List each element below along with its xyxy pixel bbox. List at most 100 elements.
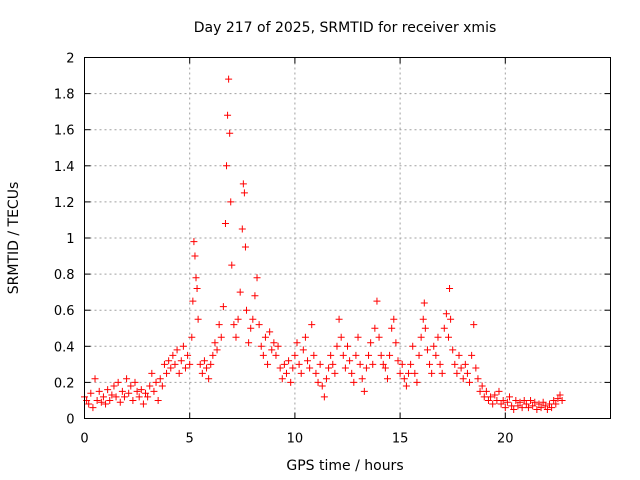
data-point [156, 375, 164, 383]
data-point [270, 339, 278, 347]
data-point [308, 321, 316, 329]
data-point [129, 396, 137, 404]
data-point [554, 395, 562, 403]
data-point [193, 285, 201, 293]
data-point [457, 364, 465, 372]
data-point [139, 400, 147, 408]
data-point [396, 369, 404, 377]
data-point [442, 310, 450, 318]
data-point [497, 400, 505, 408]
data-point [423, 346, 431, 354]
data-point [165, 357, 173, 365]
data-point [449, 346, 457, 354]
data-point [268, 346, 276, 354]
data-point [99, 393, 107, 401]
data-point [114, 378, 122, 386]
data-point [261, 333, 269, 341]
data-point [531, 398, 539, 406]
data-point [191, 252, 199, 260]
data-point [346, 357, 354, 365]
data-point [118, 387, 126, 395]
data-point [239, 180, 247, 188]
data-point [142, 389, 150, 397]
data-point [85, 400, 93, 408]
y-tick-label: 1.4 [54, 160, 75, 175]
data-point [426, 360, 434, 368]
data-point [104, 386, 112, 394]
data-point [552, 400, 560, 408]
data-point [438, 369, 446, 377]
data-point [472, 364, 480, 372]
data-point [127, 382, 135, 390]
x-tick-label: 20 [497, 432, 514, 447]
y-tick-label: 1 [66, 232, 74, 247]
data-point [234, 315, 242, 323]
x-tick-label: 10 [287, 432, 304, 447]
data-point [482, 387, 490, 395]
data-point [392, 339, 400, 347]
data-point [203, 364, 211, 372]
data-point [181, 364, 189, 372]
data-point [331, 369, 339, 377]
data-point [558, 396, 566, 404]
data-point [226, 129, 234, 137]
data-point [356, 360, 364, 368]
data-point [186, 360, 194, 368]
data-point [388, 324, 396, 332]
y-axis-title: SRMTID / TECUs [6, 182, 22, 295]
data-point [434, 333, 442, 341]
data-point [381, 364, 389, 372]
data-point [539, 398, 547, 406]
data-point [236, 288, 244, 296]
data-point [459, 375, 467, 383]
data-point [148, 369, 156, 377]
data-point [189, 297, 197, 305]
data-point [394, 357, 402, 365]
x-tick-label: 0 [80, 432, 88, 447]
data-point [322, 375, 330, 383]
data-point [304, 357, 312, 365]
y-tick-label: 1.6 [54, 124, 75, 139]
data-point [255, 321, 263, 329]
data-point [421, 324, 429, 332]
data-point [446, 285, 454, 293]
data-point [537, 404, 545, 412]
data-point [291, 351, 299, 359]
data-point [350, 378, 358, 386]
data-point [194, 315, 202, 323]
data-point [225, 75, 233, 83]
data-point [320, 393, 328, 401]
data-point [249, 315, 257, 323]
data-point [314, 378, 322, 386]
data-point [276, 364, 284, 372]
y-tick-label: 1.8 [54, 88, 75, 103]
data-point [512, 396, 520, 404]
data-point [137, 386, 145, 394]
x-axis-title: GPS time / hours [286, 458, 403, 474]
data-point [548, 404, 556, 412]
data-point [297, 369, 305, 377]
data-point [405, 369, 413, 377]
data-point [200, 357, 208, 365]
data-point [520, 396, 528, 404]
data-point [87, 389, 95, 397]
data-point [232, 333, 240, 341]
data-point [167, 364, 175, 372]
data-point [543, 405, 551, 413]
data-point [390, 315, 398, 323]
data-point [495, 387, 503, 395]
data-point [489, 400, 497, 408]
data-point [243, 306, 251, 314]
data-point [179, 342, 187, 350]
data-point [95, 387, 103, 395]
data-point [299, 346, 307, 354]
data-point [310, 351, 318, 359]
data-point [217, 333, 225, 341]
data-point [468, 351, 476, 359]
data-point [325, 364, 333, 372]
data-point [518, 404, 526, 412]
data-point [102, 400, 110, 408]
data-point [545, 400, 553, 408]
data-point [264, 360, 272, 368]
data-point [97, 398, 105, 406]
